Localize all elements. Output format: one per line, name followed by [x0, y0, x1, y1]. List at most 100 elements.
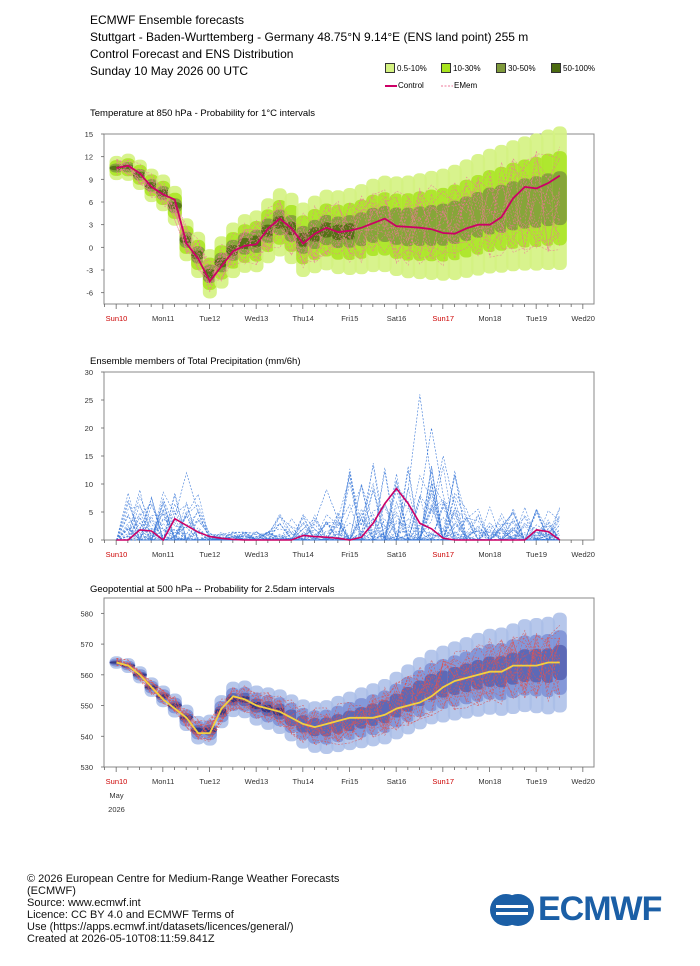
temperature-probability-cell — [237, 238, 252, 250]
geopotential-x-tick-label: Sun17 — [432, 777, 454, 786]
ecmwf-logo-icon — [490, 893, 534, 926]
year-label: 2026 — [108, 805, 125, 814]
geopotential-probability-cell — [541, 648, 556, 683]
temperature-control-line — [116, 164, 561, 283]
precipitation-member-line — [116, 493, 560, 541]
precipitation-x-tick-label: Thu14 — [293, 550, 314, 559]
geopotential-y-tick-label: 570 — [80, 640, 93, 649]
temperature-y-tick-label: 0 — [89, 243, 93, 252]
precipitation-member-line — [162, 471, 211, 541]
legend-control: Control — [385, 81, 424, 90]
geopotential-member-line — [116, 643, 561, 746]
footer-copyright: © 2026 European Centre for Medium-Range … — [27, 873, 340, 885]
footer-licence: Licence: CC BY 4.0 and ECMWF Terms of — [27, 909, 234, 921]
header-subtitle: Control Forecast and ENS Distribution — [90, 47, 294, 61]
geopotential-x-tick-label: Mon18 — [478, 777, 501, 786]
month-label: May — [109, 791, 123, 800]
footer-licence-url: Use (https://apps.ecmwf.int/datasets/lic… — [27, 921, 294, 933]
geopotential-member-line — [116, 642, 561, 739]
geopotential-member-line — [116, 637, 561, 742]
precipitation-member-line — [116, 492, 560, 541]
geopotential-member-line — [116, 640, 561, 745]
temperature-x-tick-label: Tue12 — [199, 314, 220, 323]
temperature-y-tick-label: 3 — [89, 221, 93, 230]
precipitation-x-tick-label: Mon18 — [478, 550, 501, 559]
geopotential-member-line — [116, 637, 561, 744]
temperature-y-tick-label: 15 — [85, 130, 93, 139]
temperature-member-line — [116, 150, 560, 279]
geopotential-y-tick-label: 530 — [80, 763, 93, 772]
temperature-x-tick-label: Mon11 — [152, 314, 174, 323]
temperature-y-tick-label: 12 — [85, 153, 93, 162]
temperature-x-tick-label: Sun10 — [106, 314, 128, 323]
precipitation-x-tick-label: Wed20 — [571, 550, 595, 559]
footer-org: (ECMWF) — [27, 885, 76, 897]
precipitation-y-tick-label: 5 — [89, 508, 93, 517]
precipitation-x-tick-label: Mon11 — [152, 550, 174, 559]
temperature-x-tick-label: Fri15 — [341, 314, 358, 323]
temperature-x-tick-label: Mon18 — [478, 314, 501, 323]
footer-source: Source: www.ecmwf.int — [27, 897, 141, 909]
geopotential-y-tick-label: 550 — [80, 702, 93, 711]
footer-credits: © 2026 European Centre for Medium-Range … — [27, 873, 339, 945]
temperature-y-tick-label: -3 — [86, 266, 93, 275]
precipitation-y-tick-label: 15 — [85, 452, 93, 461]
legend-swatch — [441, 63, 451, 73]
temperature-x-tick-label: Sat16 — [387, 314, 407, 323]
precipitation-x-tick-label: Sun10 — [106, 550, 128, 559]
precipitation-chart: 30 25 20 15 10 5 0 Sun10 Mon11 Tue12 Wed13 Thu14 Fri… — [85, 368, 595, 559]
geopotential-chart: 580 570 560 550 540 530 Sun10 Mon11 Tue12 Wed13 Th… — [80, 597, 595, 814]
legend-control-label: Control — [398, 81, 424, 90]
precipitation-x-tick-label: Tue12 — [199, 550, 220, 559]
legend-bin-1: 0.5-10% — [385, 63, 427, 73]
geopotential-x-tick-label: Thu14 — [293, 777, 314, 786]
precipitation-member-line — [116, 484, 561, 541]
legend-bin-2: 10-30% — [441, 63, 481, 73]
geopotential-x-tick-label: Sat16 — [387, 777, 407, 786]
precipitation-member-line — [302, 488, 351, 541]
legend-emem: EMem — [441, 81, 477, 90]
temperature-probability-cell — [541, 173, 556, 227]
geopotential-panel-title: Geopotential at 500 hPa -- Probability f… — [90, 584, 335, 595]
geopotential-member-line — [116, 632, 561, 738]
precipitation-member-line — [116, 481, 560, 541]
geopotential-x-tick-label: Wed20 — [571, 777, 595, 786]
precipitation-x-tick-label: Sun17 — [432, 550, 454, 559]
precipitation-member-line — [116, 464, 560, 541]
precipitation-member-line — [396, 394, 444, 541]
geopotential-member-line — [116, 629, 560, 737]
geopotential-probability-cell — [552, 644, 567, 681]
precipitation-member-line — [116, 481, 561, 541]
ecmwf-logo: ECMWF — [489, 890, 662, 929]
precipitation-x-tick-label: Wed13 — [245, 550, 269, 559]
temperature-chart: 15 12 9 6 3 0 -3 -6 Sun10 Mon11 Tue12 Wed13 Thu14 Fri… — [85, 126, 595, 323]
header-location: Stuttgart - Baden-Wurttemberg - Germany … — [90, 30, 529, 44]
temperature-member-line — [116, 160, 561, 282]
footer-created: Created at 2026-05-10T08:11:59.841Z — [27, 933, 215, 945]
geopotential-member-line — [116, 625, 561, 738]
temperature-probability-cell — [272, 216, 287, 229]
geopotential-control-line — [116, 661, 560, 735]
temperature-panel-title: Temperature at 850 hPa - Probability for… — [90, 108, 316, 119]
precipitation-member-line — [116, 488, 561, 541]
temperature-x-tick-label: Wed13 — [245, 314, 269, 323]
precipitation-y-tick-label: 0 — [89, 536, 93, 545]
legend-bin-label: 0.5-10% — [397, 63, 427, 73]
precipitation-control-line — [116, 487, 561, 542]
legend-control-line — [385, 84, 397, 87]
legend-bin-4: 50-100% — [551, 63, 595, 73]
geopotential-x-tick-label: Sun10 — [106, 777, 128, 786]
legend-swatch — [551, 63, 561, 73]
legend-bin-label: 50-100% — [563, 63, 596, 73]
temperature-member-line — [116, 163, 561, 268]
temperature-probability-cell — [506, 181, 521, 231]
geopotential-member-line — [116, 652, 561, 741]
temperature-x-tick-label: Tue19 — [526, 314, 547, 323]
legend-bin-3: 30-50% — [496, 63, 536, 73]
precipitation-x-tick-label: Sat16 — [387, 550, 407, 559]
geopotential-plot-frame — [103, 597, 595, 768]
legend-swatch — [496, 63, 506, 73]
geopotential-x-tick-label: Fri15 — [341, 777, 358, 786]
precipitation-y-tick-label: 25 — [85, 396, 93, 405]
geopotential-y-tick-label: 540 — [80, 732, 93, 741]
